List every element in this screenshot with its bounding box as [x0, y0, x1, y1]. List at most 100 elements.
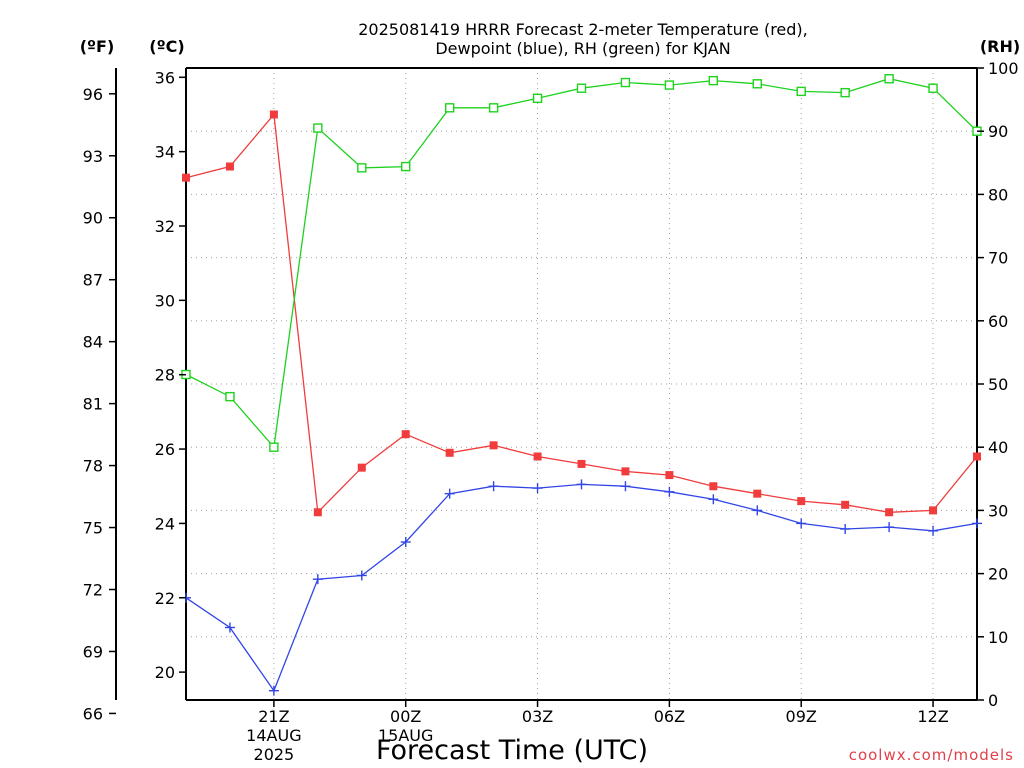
rh-point: [488, 103, 499, 113]
temperature-point: [445, 448, 454, 457]
rh-point: [840, 87, 850, 98]
fahrenheit-tick-label: 84: [83, 333, 103, 352]
rh-point: [357, 163, 367, 173]
rh-unit-label: (RH): [980, 37, 1020, 56]
rh-point: [664, 80, 675, 90]
dewpoint-point: [488, 481, 499, 492]
celsius-tick-label: 28: [155, 366, 175, 385]
temperature-point: [577, 459, 586, 468]
dewpoint-point: [576, 479, 587, 490]
temperature-point: [973, 452, 981, 461]
rh-tick-label: 0: [988, 691, 998, 710]
temperature-point: [182, 173, 190, 182]
series-temperature: [182, 110, 981, 517]
x-tick-date-label: 15AUG: [378, 726, 433, 745]
rh-tick-label: 10: [988, 628, 1008, 647]
dewpoint-point: [664, 486, 675, 497]
temperature-point: [269, 110, 278, 119]
rh-tick-label: 80: [988, 185, 1008, 204]
rh-point: [928, 83, 938, 93]
temperature-point: [533, 452, 542, 461]
x-tick-date-label: 14AUG: [246, 726, 301, 745]
temperature-point: [401, 430, 410, 439]
dewpoint-point: [796, 518, 807, 529]
temperature-line: [185, 112, 978, 514]
rh-point: [269, 442, 279, 452]
rh-point: [708, 75, 719, 86]
rh-tick-label: 100: [988, 59, 1019, 78]
temperature-point: [929, 506, 938, 515]
rh-point: [884, 74, 894, 84]
rh-point: [752, 79, 762, 89]
celsius-tick-label: 24: [155, 514, 175, 533]
dewpoint-point: [840, 523, 851, 534]
grid-layer: [186, 68, 977, 700]
celsius-tick-label: 30: [155, 291, 175, 310]
fahrenheit-tick-label: 66: [83, 704, 103, 723]
x-tick-label: 09Z: [786, 707, 817, 726]
rh-tick-label: 40: [988, 438, 1008, 457]
series-rh: [181, 74, 982, 452]
series-dewpoint: [181, 479, 982, 696]
rh-point: [532, 93, 543, 104]
temperature-point: [313, 508, 322, 517]
series-layer: [181, 74, 982, 696]
rh-tick-label: 60: [988, 312, 1008, 331]
rh-point: [620, 77, 631, 88]
temperature-point: [797, 497, 806, 506]
x-tick-label: 12Z: [917, 707, 948, 726]
temperature-point: [885, 508, 894, 517]
dewpoint-point: [444, 488, 455, 499]
fahrenheit-tick-label: 69: [83, 642, 103, 661]
dewpoint-point: [400, 537, 411, 547]
celsius-unit-label: (ºC): [149, 37, 184, 56]
celsius-tick-label: 20: [155, 663, 175, 682]
dewpoint-point: [972, 518, 982, 529]
celsius-tick-label: 32: [155, 217, 175, 236]
rh-point: [444, 103, 455, 113]
x-tick-label: 03Z: [522, 707, 553, 726]
rh-tick-label: 30: [988, 501, 1008, 520]
temperature-point: [489, 441, 498, 450]
rh-tick-label: 50: [988, 375, 1008, 394]
fahrenheit-tick-label: 78: [83, 457, 103, 476]
dewpoint-point: [532, 483, 543, 494]
dewpoint-point: [708, 494, 719, 505]
dewpoint-line: [185, 483, 978, 693]
temperature-point: [621, 467, 630, 476]
celsius-tick-label: 22: [155, 589, 175, 608]
fahrenheit-tick-label: 87: [83, 271, 103, 290]
chart-title-line-2: Dewpoint (blue), RH (green) for KJAN: [435, 39, 730, 58]
fahrenheit-tick-label: 72: [83, 581, 103, 600]
rh-point: [225, 391, 235, 402]
temperature-point: [665, 471, 674, 480]
rh-point: [576, 83, 587, 93]
temperature-point: [357, 463, 366, 472]
rh-tick-label: 20: [988, 565, 1008, 584]
temperature-point: [225, 162, 234, 171]
dewpoint-point: [620, 481, 631, 492]
tick-label-layer: 66 69 72 75 78 81 84 87 90 93 96 20 22 24 26 28 30 32 34 36…: [83, 59, 1019, 764]
temperature-point: [753, 489, 762, 498]
fahrenheit-tick-label: 75: [83, 519, 103, 538]
x-tick-label: 00Z: [390, 707, 421, 726]
fahrenheit-tick-label: 93: [83, 147, 103, 166]
x-tick-label: 21Z: [258, 707, 289, 726]
fahrenheit-tick-label: 96: [83, 85, 103, 104]
fahrenheit-tick-label: 81: [83, 395, 103, 414]
chart-title-line-1: 2025081419 HRRR Forecast 2-meter Tempera…: [358, 20, 808, 39]
rh-tick-label: 70: [988, 249, 1008, 268]
dewpoint-point: [928, 525, 939, 536]
dewpoint-point: [752, 505, 763, 516]
dewpoint-point: [312, 574, 323, 585]
celsius-tick-label: 34: [155, 143, 175, 162]
source-credit: coolwx.com/models: [849, 746, 1014, 764]
dewpoint-point: [268, 685, 279, 696]
rh-point: [313, 123, 323, 133]
dewpoint-point: [884, 522, 895, 533]
fahrenheit-tick-label: 90: [83, 209, 103, 228]
dewpoint-point: [224, 622, 235, 633]
fahrenheit-unit-label: (ºF): [80, 37, 115, 56]
